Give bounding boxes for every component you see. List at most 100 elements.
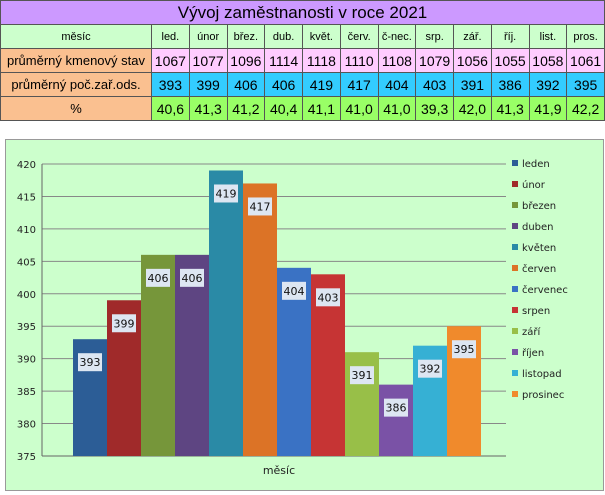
- legend-item: červen: [522, 263, 556, 275]
- legend-swatch: [512, 349, 518, 355]
- data-label-box: [112, 314, 136, 333]
- month-header: led.: [151, 24, 190, 49]
- bar-červen: [243, 183, 277, 456]
- table-cell: 42,2: [566, 96, 605, 121]
- month-header: únor: [188, 24, 228, 49]
- row-label: průměrný poč.zař.ods.: [0, 72, 152, 97]
- y-tick-label: 375: [17, 452, 36, 463]
- y-tick-label: 415: [17, 192, 36, 203]
- data-label: 393: [80, 356, 101, 369]
- data-label-box: [248, 197, 272, 216]
- table-cell: 41,0: [377, 96, 417, 121]
- legend-item: leden: [522, 159, 550, 170]
- legend-swatch: [512, 370, 518, 376]
- table-cell: 1056: [453, 48, 492, 73]
- data-label: 404: [284, 285, 305, 298]
- table-cell: 392: [528, 72, 568, 97]
- table-cell: 395: [566, 72, 605, 97]
- month-header: květ.: [302, 24, 341, 49]
- table-cell: 1055: [490, 48, 530, 73]
- legend-item: březen: [522, 200, 556, 212]
- chart-svg: měsíc 375 380 385 390 395 400 405 410 415 420 393 l…: [17, 159, 568, 477]
- legend-swatch: [512, 223, 518, 229]
- table-cell: 391: [453, 72, 492, 97]
- data-label-box: [316, 288, 340, 307]
- data-label-box: [384, 398, 408, 417]
- table-cell: 1058: [528, 48, 568, 73]
- table-cell: 40,4: [264, 96, 303, 121]
- data-label: 406: [182, 272, 203, 285]
- data-label-box: [180, 268, 204, 287]
- data-label-box: [282, 281, 306, 300]
- legend-item: srpen: [522, 306, 550, 317]
- table-cell: 41,0: [339, 96, 379, 121]
- legend-swatch: [512, 265, 518, 271]
- legend-swatch: [512, 202, 518, 208]
- legend-item: únor: [522, 179, 546, 191]
- y-tick-label: 380: [17, 420, 36, 431]
- table-cell: 406: [226, 72, 266, 97]
- data-label-box: [78, 353, 102, 372]
- y-tick-label: 410: [17, 225, 36, 236]
- table-cell: 1108: [377, 48, 417, 73]
- table-cell: 393: [151, 72, 190, 97]
- bar-květen: [209, 170, 243, 456]
- y-tick-label: 405: [17, 257, 36, 268]
- y-tick-label: 400: [17, 290, 36, 301]
- table-cell: 1110: [339, 48, 379, 73]
- legend-item: červenec: [522, 284, 568, 296]
- data-label: 386: [386, 402, 407, 415]
- table-cell: 417: [339, 72, 379, 97]
- table-cell: 41,9: [528, 96, 568, 121]
- x-axis-label: měsíc: [263, 464, 295, 477]
- data-label: 391: [352, 369, 373, 382]
- y-tick-label: 390: [17, 355, 36, 366]
- table-cell: 386: [490, 72, 530, 97]
- legend-swatch: [512, 160, 518, 166]
- data-label: 417: [250, 200, 271, 213]
- legend-swatch: [512, 286, 518, 292]
- table-cell: 1114: [264, 48, 303, 73]
- row-label: průměrný kmenový stav: [0, 48, 152, 73]
- data-label: 419: [216, 187, 237, 200]
- legend-item: duben: [522, 222, 554, 233]
- data-label: 403: [318, 291, 339, 304]
- bar-duben: [175, 254, 209, 456]
- month-header: říj.: [490, 24, 530, 49]
- table-cell: 41,3: [490, 96, 530, 121]
- legend-swatch: [512, 328, 518, 334]
- table-cell: 1079: [415, 48, 454, 73]
- table-cell: 39,3: [415, 96, 454, 121]
- table-cell: 404: [377, 72, 417, 97]
- data-label: 395: [454, 343, 475, 356]
- table-title: Vývoj zaměstnanosti v roce 2021: [0, 0, 605, 25]
- month-header: č-nec.: [377, 24, 417, 49]
- month-header: červ.: [339, 24, 379, 49]
- data-label-box: [418, 359, 442, 378]
- table-cell: 40,6: [151, 96, 190, 121]
- legend-item: prosinec: [522, 390, 564, 401]
- table-cell: 41,1: [302, 96, 341, 121]
- employment-table: Vývoj zaměstnanosti v roce 2021 měsíc led…: [0, 0, 605, 121]
- y-tick-label: 395: [17, 322, 36, 333]
- month-header: list.: [528, 24, 568, 49]
- month-header: zář.: [453, 24, 492, 49]
- data-label-box: [146, 268, 170, 287]
- table-cell: 1061: [566, 48, 605, 73]
- bar-říjen: [379, 384, 413, 456]
- bar-chart: měsíc 375 380 385 390 395 400 405 410 415 420 393 l…: [5, 139, 604, 491]
- table-cell: 406: [264, 72, 303, 97]
- legend-swatch: [512, 307, 518, 313]
- month-header: srp.: [415, 24, 454, 49]
- legend-item: listopad: [522, 369, 562, 380]
- data-label: 399: [114, 317, 135, 330]
- table-cell: 1067: [151, 48, 190, 73]
- legend-swatch: [512, 391, 518, 397]
- data-label-box: [350, 366, 374, 385]
- table-cell: 1077: [188, 48, 228, 73]
- row-label: %: [0, 96, 152, 121]
- table-cell: 41,3: [188, 96, 228, 121]
- table-cell: 1118: [302, 48, 341, 73]
- table-cell: 399: [188, 72, 228, 97]
- legend-item: říjen: [522, 347, 544, 359]
